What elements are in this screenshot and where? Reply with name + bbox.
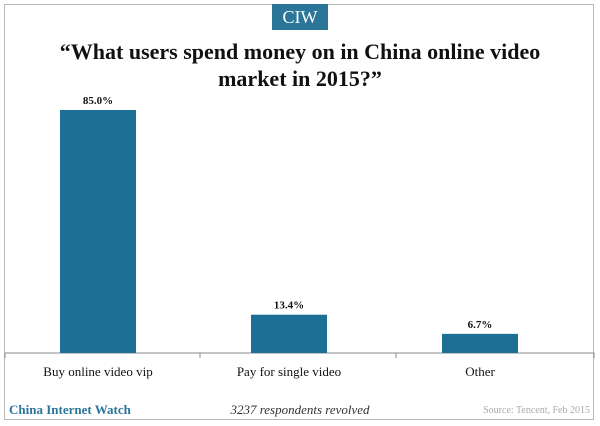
ciw-logo-badge: CIW: [272, 4, 328, 30]
category-label: Buy online video vip: [43, 364, 152, 379]
bar-1: [60, 110, 136, 353]
footer-source: Source: Tencent, Feb 2015: [483, 405, 590, 416]
category-label: Other: [465, 364, 495, 379]
data-label: 13.4%: [274, 300, 304, 312]
chart-title: “What users spend money on in China onli…: [59, 39, 541, 91]
category-label: Pay for single video: [237, 364, 341, 379]
footer-note: 3237 respondents revolved: [230, 402, 370, 417]
bar-2: [251, 314, 327, 353]
data-label: 6.7%: [468, 319, 493, 331]
data-label: 85.0%: [83, 95, 113, 107]
footer-brand: China Internet Watch: [9, 402, 131, 417]
bar-3: [442, 333, 518, 353]
